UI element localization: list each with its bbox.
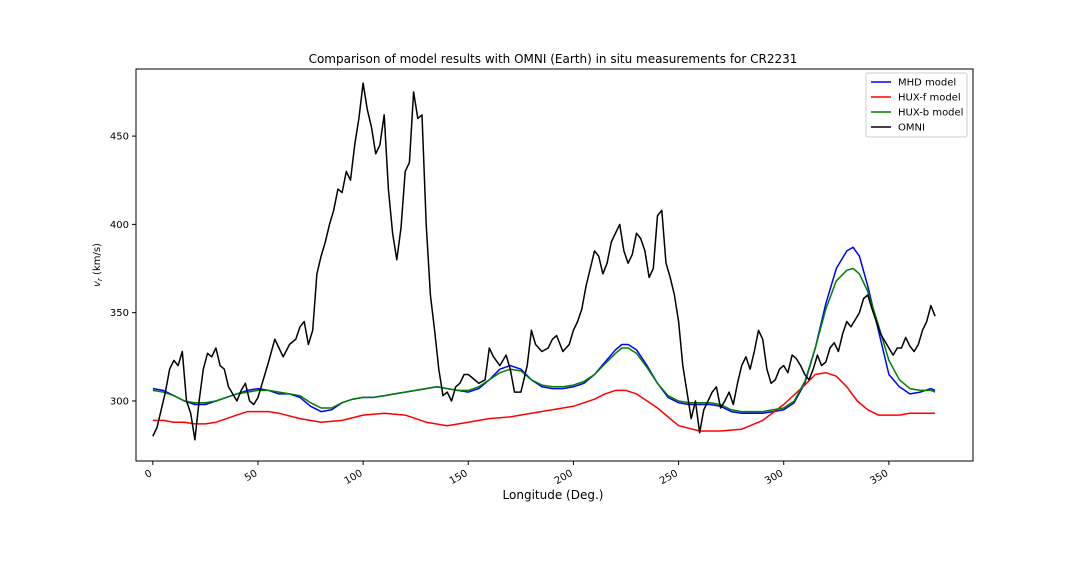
y-tick-label: 400	[110, 220, 129, 231]
series-line-hux-f-model	[152, 371, 936, 432]
legend: MHD model HUX-f model HUX-b model OMNI	[865, 72, 968, 138]
y-tick-label: 350	[110, 308, 129, 319]
plot-frame	[135, 68, 974, 462]
x-tick-label: 0	[143, 468, 154, 481]
series-line-omni	[152, 82, 936, 441]
plot-lines	[152, 82, 936, 441]
legend-label: HUX-f model	[898, 93, 961, 104]
y-tick-label: 300	[110, 396, 129, 407]
x-axis-label: Longitude (Deg.)	[503, 488, 604, 502]
legend-label: MHD model	[898, 78, 956, 89]
y-axis-label: vr (km/s)	[92, 243, 104, 287]
y-tick-label: 450	[110, 132, 129, 143]
legend-box	[865, 72, 968, 138]
series-line-hux-b-model	[152, 267, 936, 413]
chart-title: Comparison of model results with OMNI (E…	[309, 52, 798, 66]
legend-label: HUX-b model	[898, 108, 963, 119]
legend-label: OMNI	[898, 123, 925, 134]
y-axis-ticks: 300 350 400 450	[110, 132, 136, 407]
